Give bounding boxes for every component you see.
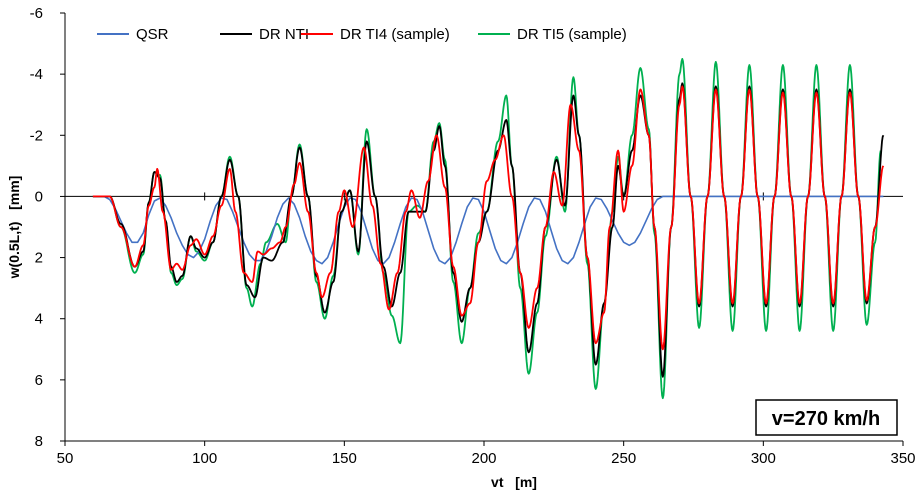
y-axis-title: w(0.5L,t) [mm]: [6, 176, 22, 280]
legend: QSR DR NTI DR TI4 (sample) DR TI5 (sample): [97, 26, 627, 43]
x-tick-label: 300: [751, 450, 776, 467]
annotation-text: v=270 km/h: [772, 408, 880, 430]
legend-label: DR TI4 (sample): [340, 26, 450, 43]
x-tick-label: 350: [890, 450, 915, 467]
annotation-frame: [755, 399, 898, 436]
y-tick-label: 0: [35, 188, 43, 205]
x-tick-label: 50: [57, 450, 74, 467]
x-tick-label: 200: [471, 450, 496, 467]
legend-label: DR NTI: [259, 26, 309, 43]
legend-label: DR TI5 (sample): [517, 26, 627, 43]
x-tick-label: 100: [192, 450, 217, 467]
series-line-dr-ti4-sample: [92, 85, 885, 351]
annotation-box: v=270 km/h: [755, 399, 898, 436]
y-tick-label: 4: [35, 311, 43, 328]
x-axis-title: vt [m]: [491, 474, 537, 490]
y-tick-label: -6: [30, 5, 43, 22]
legend-label: QSR: [136, 26, 169, 43]
x-tick-label: 150: [332, 450, 357, 467]
series-line-qsr: [92, 195, 884, 265]
x-tick-label: 250: [611, 450, 636, 467]
series-group: [92, 58, 885, 400]
y-tick-label: 6: [35, 372, 43, 389]
y-tick-label: -2: [30, 127, 43, 144]
y-tick-label: -4: [30, 66, 43, 83]
y-tick-label: 8: [35, 433, 43, 450]
y-tick-label: 2: [35, 250, 43, 267]
